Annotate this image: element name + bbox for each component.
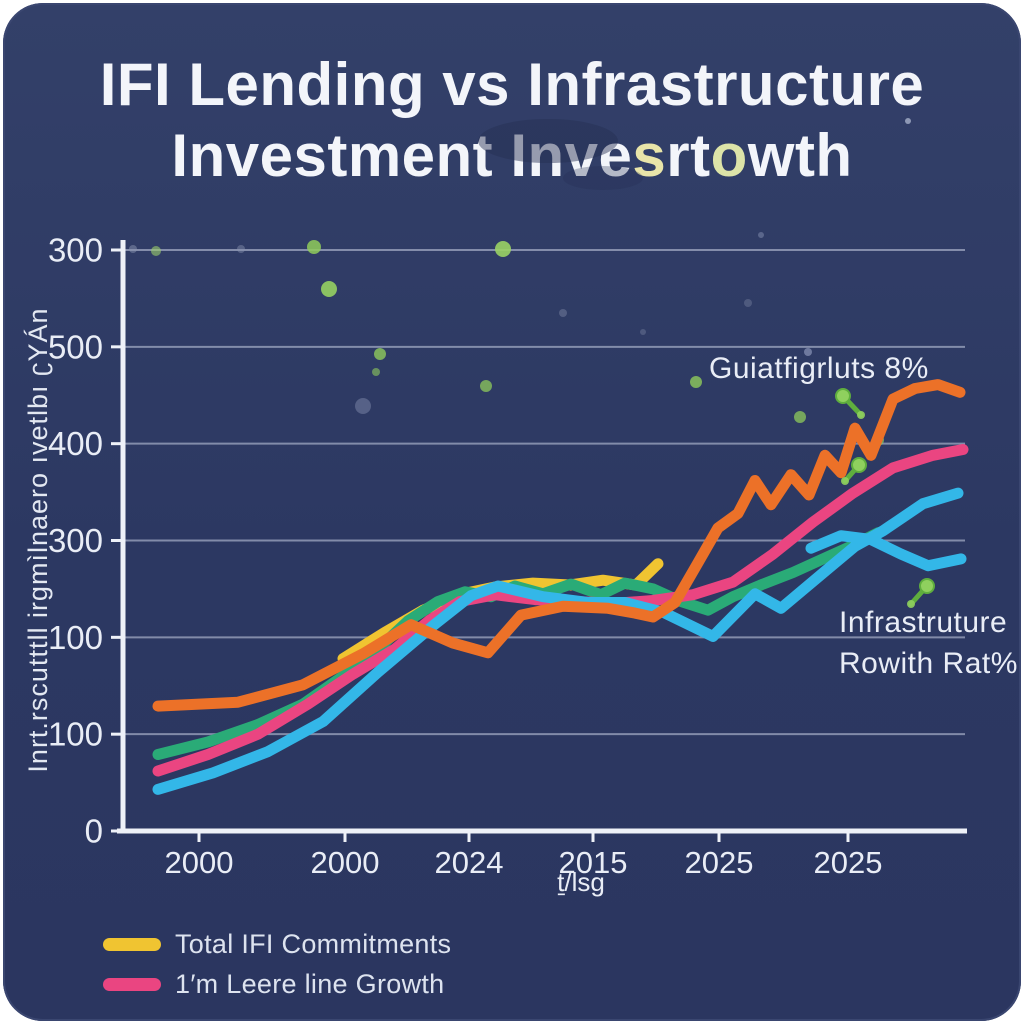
pin-icon xyxy=(835,388,851,404)
decor-dot xyxy=(129,245,137,253)
y-axis-tick-label: 100 xyxy=(48,619,103,656)
decor-dot xyxy=(307,240,321,254)
decor-dot xyxy=(559,309,567,317)
chart-title-line2: Investment Invesrtowth xyxy=(3,120,1021,191)
decor-dot xyxy=(905,118,911,124)
series-unlabeled-cyan xyxy=(152,487,964,795)
y-axis-tick-label: 0 xyxy=(85,813,103,850)
decor-dot xyxy=(804,348,812,356)
legend-label: Total IFI Commitments xyxy=(175,929,452,959)
decor-dot xyxy=(355,398,371,414)
pin-tail xyxy=(841,477,849,485)
y-axis-tick-label: 400 xyxy=(48,425,103,462)
decor-dot xyxy=(495,241,511,257)
decor-dot xyxy=(321,281,337,297)
chart-title-segment: o xyxy=(710,122,748,189)
legend-swatch xyxy=(103,978,161,991)
legend-item: Total IFI Commitments xyxy=(103,929,451,960)
legend-swatch xyxy=(103,938,161,951)
decor-dot xyxy=(758,232,764,238)
y-axis-tick-label: 100 xyxy=(48,716,103,753)
chart-title-line1: IFI Lending vs Infrastructure xyxy=(99,51,925,118)
pin-tail xyxy=(857,411,865,419)
y-axis-tick-label: 300 xyxy=(48,522,103,559)
chart-title-segment: wth xyxy=(747,122,853,189)
line-chart: 300 500 400 300 100 100 0 2000 2000 2024 2015 2025 2… xyxy=(23,118,1018,897)
chart-annotation: Guiatfigrluts 8% xyxy=(709,352,929,385)
chart-title: IFI Lending vs Infrastructure Investment… xyxy=(3,49,1021,191)
x-axis-tick-label: 2025 xyxy=(814,845,883,880)
chart-annotation: Infrastruture xyxy=(839,606,1007,639)
y-axis-tick-label: 300 xyxy=(48,232,103,269)
series-unlabeled-green xyxy=(152,527,884,760)
background-smudge xyxy=(478,119,618,163)
decor-dot xyxy=(372,368,380,376)
legend-label: 1′m Leere line Growth xyxy=(175,969,445,999)
decor-dot xyxy=(374,348,386,360)
chart-title-segment: Investment Inve xyxy=(171,122,633,189)
pin-icon xyxy=(919,578,935,594)
decor-dot xyxy=(237,245,245,253)
background-smudge xyxy=(563,166,643,190)
x-axis-tick-label: 2024 xyxy=(435,845,504,880)
legend-item: 1′m Leere line Growth xyxy=(103,969,451,1000)
decor-dot xyxy=(640,329,646,335)
y-axis-label: Inrt.rscutttll irgmìlnaero ıvetlbı ʗYÁn xyxy=(23,307,53,772)
chart-title-segment: rt xyxy=(666,122,711,189)
x-axis-label: ṯ/lsg xyxy=(557,867,605,897)
decor-dot xyxy=(690,376,702,388)
chart-title-segment: s xyxy=(632,122,667,189)
x-axis-tick-label: 2000 xyxy=(311,845,380,880)
chart-card: IFI Lending vs Infrastructure Investment… xyxy=(3,3,1021,1021)
decor-dot xyxy=(480,380,492,392)
series-unlabeled-orange xyxy=(152,379,966,712)
decor-dot xyxy=(794,411,806,423)
x-axis-tick-label: 2015 xyxy=(559,845,628,880)
y-axis-tick-label: 500 xyxy=(48,328,103,365)
chart-annotation: Rowith Rat% xyxy=(839,647,1018,680)
decor-dot xyxy=(151,246,161,256)
decor-dot xyxy=(744,299,752,307)
pin-icon xyxy=(851,457,867,473)
series-unlabeled-cyan-branch xyxy=(805,530,967,572)
x-axis-tick-label: 2000 xyxy=(165,845,234,880)
pin-tail xyxy=(907,600,915,608)
legend: Total IFI Commitments 1′m Leere line Grow… xyxy=(103,929,451,1000)
x-axis-tick-label: 2025 xyxy=(685,845,754,880)
